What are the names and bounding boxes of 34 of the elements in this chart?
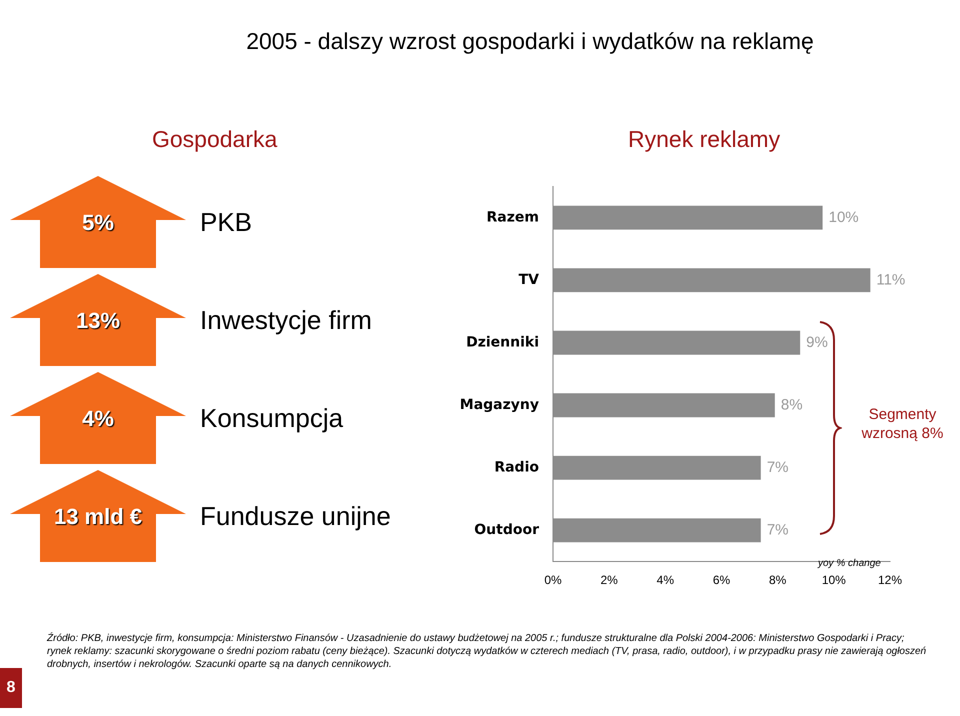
text: Rynek reklamy (628, 126, 780, 153)
x-tick-label: 0% (544, 573, 562, 588)
text: PKB (200, 207, 252, 238)
y-tick-label: Magazyny (460, 396, 539, 413)
data-label: 11% (876, 271, 906, 288)
x-tick-label: 6% (712, 573, 730, 588)
text: 13% (74, 308, 122, 334)
text: 5% (81, 210, 115, 236)
y-tick-label: Outdoor (474, 522, 540, 538)
chart-title: 2005 - dalszy wzrost gospodarki i wydatków na reklamę (245, 28, 815, 55)
x-tick-label: 12% (878, 573, 902, 588)
x-tick-label: 2% (600, 573, 618, 588)
annotation: Segmenty wzrosną 8% (860, 405, 944, 443)
text: 4% (81, 406, 115, 432)
text: Inwestycje firm (200, 305, 372, 336)
y-tick-label: Radio (494, 459, 540, 476)
text: Źródło: PKB, inwestycje firm, konsumpcja: Ministerstwo Finansów - Uzasadnienie do ustawy budżetowej na 2005 r.; fundusze strukturalne dla Polski 2004-2006: Ministerstwo Gospodarki i Pracy; rynek reklamy: szacunki skorygowane o średni poziom rabatu (ceny bieżące). Szacunki dotyczą wydatków w czterech mediach (TV, prasa, radio, outdoor), i w przypadku prasy nie zawierają ogłoszeń drobnych, insertów i nekrologów. Szacunki oparte są na danych cennikowych. (47, 632, 927, 671)
y-tick-label: TV (518, 272, 540, 288)
y-tick-label: Razem (486, 209, 539, 226)
text: Fundusze unijne (200, 501, 391, 532)
data-label: 10% (828, 208, 859, 226)
x-tick-label: 4% (656, 573, 674, 588)
text: 13 mld € (52, 504, 144, 530)
data-label: 8% (780, 396, 803, 414)
y-tick-label: Dzienniki (466, 334, 539, 350)
data-label: 7% (766, 521, 789, 538)
text: Konsumpcja (200, 403, 344, 434)
x-tick-label: 10% (822, 573, 846, 588)
text: Gospodarka (152, 126, 278, 153)
annotation: yoy % change (818, 558, 881, 569)
x-tick-label: 8% (768, 573, 787, 588)
data-label: 7% (766, 458, 789, 476)
text: 8 (0, 668, 22, 708)
data-label: 9% (806, 334, 828, 351)
